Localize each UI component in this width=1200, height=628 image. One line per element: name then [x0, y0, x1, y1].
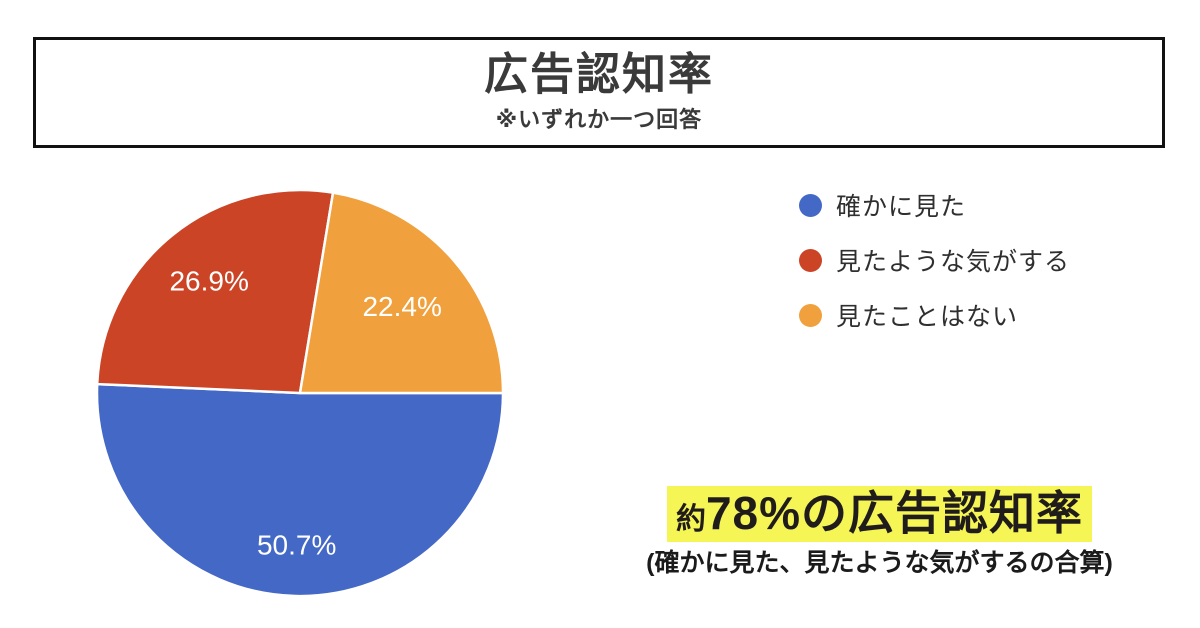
legend-item: 確かに見た — [799, 187, 1070, 223]
pie-data-label: 26.9% — [169, 266, 248, 297]
header-box: 広告認知率 ※いずれか一つ回答 — [33, 37, 1165, 148]
pie-chart: 50.7% 26.9% 22.4% — [95, 188, 505, 598]
pie-data-label: 22.4% — [362, 291, 441, 322]
page-title: 広告認知率 — [484, 50, 714, 99]
legend: 確かに見た見たような気がする 見たことはない — [799, 187, 1070, 333]
pie-data-label: 50.7% — [257, 530, 336, 561]
legend-label: 見たような気がする — [836, 248, 1071, 276]
pie-slice — [298, 191, 505, 395]
legend-swatch-icon — [799, 248, 822, 272]
pie-slice — [95, 382, 505, 598]
highlight-prefix: 約 — [675, 503, 706, 536]
legend-item: 見たことはない — [799, 297, 1070, 333]
legend-item: 見たような気がする — [799, 242, 1070, 278]
highlight-main: 78%の広告認知率 — [705, 487, 1084, 539]
legend-label: 確かに見た — [836, 193, 967, 221]
annotation-subtext: (確かに見た、見たような気がするの合算) — [646, 549, 1113, 578]
page-subtitle: ※いずれか一つ回答 — [495, 107, 703, 133]
legend-label: 見たことはない — [836, 303, 1019, 331]
highlight-text: 約78%の広告認知率 — [666, 486, 1093, 543]
annotation: 約78%の広告認知率 (確かに見た、見たような気がするの合算) — [597, 486, 1162, 579]
pie-chart-svg: 50.7% 26.9% 22.4% — [95, 188, 505, 598]
pie-slice — [95, 188, 335, 395]
legend-swatch-icon — [799, 193, 822, 217]
legend-swatch-icon — [799, 303, 822, 327]
